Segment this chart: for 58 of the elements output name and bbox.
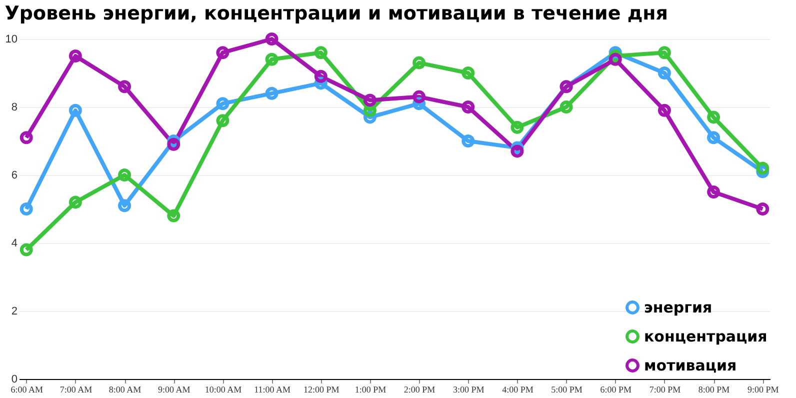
x-tick-label: 6:00 PM <box>600 384 632 394</box>
legend-label: концентрация <box>644 328 768 346</box>
point <box>608 52 622 66</box>
x-tick-label: 1:00 PM <box>354 384 386 394</box>
point <box>363 94 376 107</box>
point <box>462 100 475 114</box>
point <box>118 168 132 182</box>
point <box>412 56 426 70</box>
x-tick-label: 7:00 PM <box>649 384 681 394</box>
x-tick-label: 5:00 PM <box>551 384 582 394</box>
y-tick-label: 0 <box>11 374 18 386</box>
point <box>216 46 230 60</box>
x-tick-label: 8:00 AM <box>108 384 142 394</box>
x-tick-label: 8:00 PM <box>698 384 730 394</box>
y-tick-label: 2 <box>11 306 18 318</box>
x-tick-label: 3:00 PM <box>452 384 484 394</box>
point <box>560 100 573 114</box>
point <box>68 104 82 117</box>
point <box>216 97 230 110</box>
y-tick-label: 6 <box>11 170 18 182</box>
x-tick-label: 6:00 AM <box>10 384 43 394</box>
point <box>118 199 132 212</box>
point <box>265 32 278 46</box>
point <box>510 144 524 158</box>
y-tick-label: 10 <box>5 34 18 46</box>
point <box>707 131 720 144</box>
x-tick-label: 4:00 PM <box>502 384 534 394</box>
point <box>118 80 132 94</box>
point <box>265 86 278 100</box>
point <box>314 70 328 83</box>
x-tick-label: 12:00 PM <box>303 384 340 394</box>
point <box>658 46 671 60</box>
point <box>658 104 671 117</box>
legend-label: энергия <box>644 298 712 316</box>
point <box>707 110 720 124</box>
x-tick-label: 11:00 AM <box>254 384 290 394</box>
point <box>462 134 475 148</box>
point <box>265 52 278 66</box>
point <box>510 120 524 134</box>
point <box>167 138 180 151</box>
x-tick-label: 10:00 AM <box>204 384 242 394</box>
x-tick-label: 9:00 AM <box>158 384 190 394</box>
point <box>314 46 328 60</box>
point <box>167 209 180 222</box>
y-tick-label: 8 <box>11 102 18 114</box>
legend-label: мотивация <box>644 356 737 374</box>
point <box>707 186 720 198</box>
point <box>462 66 475 80</box>
x-tick-label: 9:00 PM <box>748 384 779 394</box>
point <box>68 196 82 209</box>
point <box>216 114 230 128</box>
x-tick-label: 2:00 PM <box>404 384 436 394</box>
x-tick-label: 7:00 AM <box>60 384 92 394</box>
point <box>658 66 671 80</box>
chart-title: Уровень энергии, концентрации и мотивации в течение дня <box>4 2 668 24</box>
y-tick-label: 4 <box>11 238 18 250</box>
point <box>68 50 82 62</box>
point <box>412 90 426 104</box>
